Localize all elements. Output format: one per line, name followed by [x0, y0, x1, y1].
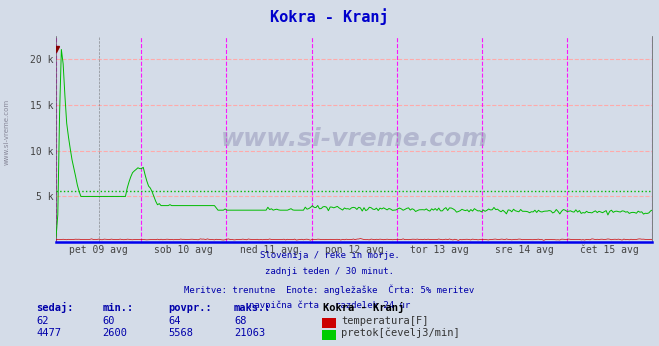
Text: 2600: 2600 — [102, 328, 127, 338]
Text: 62: 62 — [36, 316, 49, 326]
Text: Slovenija / reke in morje.: Slovenija / reke in morje. — [260, 251, 399, 260]
Text: temperatura[F]: temperatura[F] — [341, 316, 429, 326]
Text: Meritve: trenutne  Enote: angležaške  Črta: 5% meritev: Meritve: trenutne Enote: angležaške Črta… — [185, 284, 474, 294]
Text: zadnji teden / 30 minut.: zadnji teden / 30 minut. — [265, 267, 394, 276]
Text: povpr.:: povpr.: — [168, 303, 212, 313]
Text: Kokra - Kranj: Kokra - Kranj — [270, 9, 389, 26]
Text: 5568: 5568 — [168, 328, 193, 338]
Text: maks.:: maks.: — [234, 303, 272, 313]
Text: navpična črta - razdelek 24 ur: navpična črta - razdelek 24 ur — [249, 301, 410, 310]
Text: www.si-vreme.com: www.si-vreme.com — [3, 98, 9, 165]
Text: Kokra - Kranj: Kokra - Kranj — [323, 302, 404, 313]
Text: 64: 64 — [168, 316, 181, 326]
Text: sedaj:: sedaj: — [36, 302, 74, 313]
Text: 4477: 4477 — [36, 328, 61, 338]
Text: 60: 60 — [102, 316, 115, 326]
Text: min.:: min.: — [102, 303, 133, 313]
Text: pretok[čevelj3/min]: pretok[čevelj3/min] — [341, 328, 460, 338]
Text: www.si-vreme.com: www.si-vreme.com — [221, 127, 488, 151]
Text: 68: 68 — [234, 316, 246, 326]
Text: 21063: 21063 — [234, 328, 265, 338]
